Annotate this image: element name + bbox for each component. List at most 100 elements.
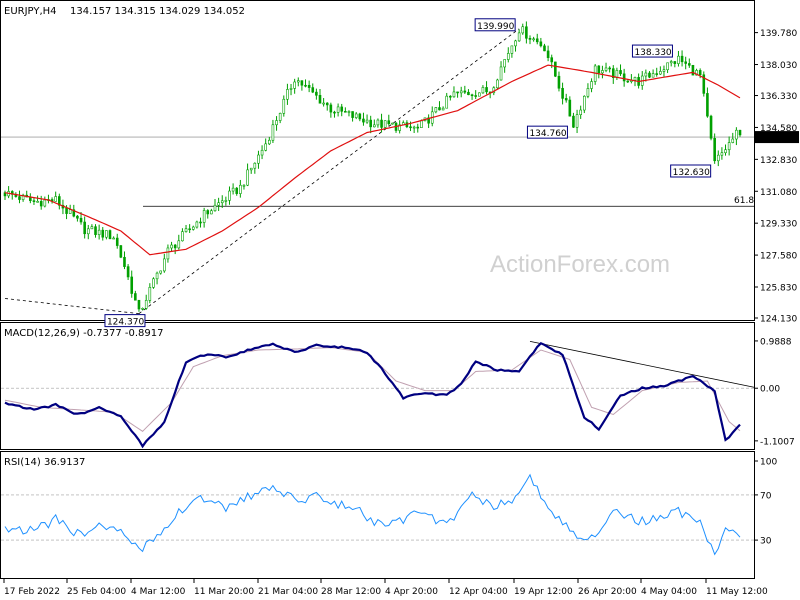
candle-body xyxy=(184,228,188,232)
candle-body xyxy=(199,221,202,224)
current-price-label: 134.052 xyxy=(758,134,795,144)
candle-body xyxy=(217,202,220,206)
candle-body xyxy=(506,53,510,60)
candle-body xyxy=(449,95,452,98)
candle-body xyxy=(485,87,488,93)
price-annotation-label: 134.760 xyxy=(529,129,566,139)
candle-body xyxy=(438,107,441,111)
candle-body xyxy=(170,244,173,249)
candle-body xyxy=(188,228,191,231)
macd-tick-label: -1.1007 xyxy=(760,437,795,447)
candle-body xyxy=(535,38,539,43)
candle-body xyxy=(546,50,550,58)
candle-body xyxy=(539,41,543,47)
candle-body xyxy=(579,109,582,115)
price-tick-label: 132.830 xyxy=(760,156,797,166)
candle-body xyxy=(445,95,449,109)
candle-body xyxy=(517,32,521,42)
candle-body xyxy=(286,89,289,100)
candle-body xyxy=(58,196,61,206)
candle-body xyxy=(76,215,79,219)
candle-body xyxy=(144,300,148,309)
candle-body xyxy=(735,129,738,140)
price-annotation-box xyxy=(104,314,146,328)
price-annotation-box xyxy=(474,18,516,32)
candle-body xyxy=(698,70,702,76)
price-tick-label: 124.130 xyxy=(760,315,797,325)
candle-body xyxy=(275,120,278,126)
current-price-box xyxy=(755,131,799,144)
candle-body xyxy=(459,90,463,94)
time-tick-label: 12 Apr 04:00 xyxy=(449,587,508,597)
candle-body xyxy=(271,124,275,141)
candle-body xyxy=(126,266,130,278)
price-annotation-box xyxy=(526,125,568,139)
candle-body xyxy=(521,26,525,34)
candle-body xyxy=(347,111,351,113)
candle-body xyxy=(21,194,25,200)
candle-body xyxy=(463,90,467,93)
macd-trendline xyxy=(529,340,755,388)
price-tick-label: 127.580 xyxy=(760,252,797,262)
candle-body xyxy=(554,61,557,77)
candle-body xyxy=(380,119,383,128)
time-tick-label: 11 May 12:00 xyxy=(706,587,768,597)
trendline xyxy=(138,28,520,314)
candle-body xyxy=(478,92,481,97)
candle-body xyxy=(105,230,108,238)
candle-body xyxy=(706,93,709,117)
candle-body xyxy=(336,106,340,113)
candle-body xyxy=(134,293,137,301)
candle-body xyxy=(300,80,304,86)
candle-body xyxy=(333,111,336,114)
candle-body xyxy=(304,84,307,87)
candle-body xyxy=(173,244,177,249)
candle-body xyxy=(434,107,438,113)
candle-body xyxy=(680,55,684,63)
candle-body xyxy=(325,102,329,106)
ohlc-label: 134.157 134.315 134.029 134.052 xyxy=(70,6,245,17)
price-annotations: 124.370 139.990 134.760 138.330 132.630 xyxy=(104,18,712,328)
candle-body xyxy=(206,210,210,215)
candle-body xyxy=(499,66,503,81)
candle-body xyxy=(315,91,318,96)
candle-body xyxy=(514,40,517,47)
candle-body xyxy=(583,95,586,111)
main-trendlines xyxy=(4,28,520,315)
time-axis: 17 Feb 2022 25 Feb 04:00 4 Mar 12:00 11 Mar… xyxy=(3,579,768,597)
time-tick-label: 21 Mar 04:00 xyxy=(258,587,318,597)
candle-body xyxy=(452,91,456,98)
rsi-axis: 100 70 30 xyxy=(754,458,777,547)
candle-body xyxy=(358,113,362,120)
candle-body xyxy=(695,70,698,76)
candle-body xyxy=(123,256,126,267)
candle-body xyxy=(510,45,514,54)
candle-body xyxy=(213,204,217,212)
candle-body xyxy=(264,143,267,151)
candle-body xyxy=(550,57,554,63)
candle-body xyxy=(68,209,72,214)
candle-body xyxy=(181,231,184,242)
candle-body xyxy=(688,63,691,66)
candle-body xyxy=(597,65,601,74)
time-tick-label: 19 Apr 12:00 xyxy=(514,587,573,597)
candle-body xyxy=(148,287,152,301)
candle-body xyxy=(727,142,731,151)
candle-body xyxy=(260,149,264,156)
candle-body xyxy=(166,247,170,260)
candle-body xyxy=(467,91,470,96)
candle-body xyxy=(210,210,213,215)
price-tick-label: 134.580 xyxy=(760,124,797,134)
time-tick-label: 4 Apr 20:00 xyxy=(385,587,438,597)
candle-body xyxy=(666,62,669,71)
price-annotation-label: 124.370 xyxy=(107,318,144,328)
candle-body xyxy=(155,272,159,280)
candle-body xyxy=(354,113,358,118)
time-tick-label: 28 Mar 12:00 xyxy=(321,587,381,597)
candle-body xyxy=(369,119,372,128)
candle-body xyxy=(307,85,311,88)
rsi-title: RSI(14) 36.9137 xyxy=(4,457,85,468)
candle-body xyxy=(159,270,162,274)
candle-body xyxy=(242,184,246,187)
candle-body xyxy=(278,113,282,121)
